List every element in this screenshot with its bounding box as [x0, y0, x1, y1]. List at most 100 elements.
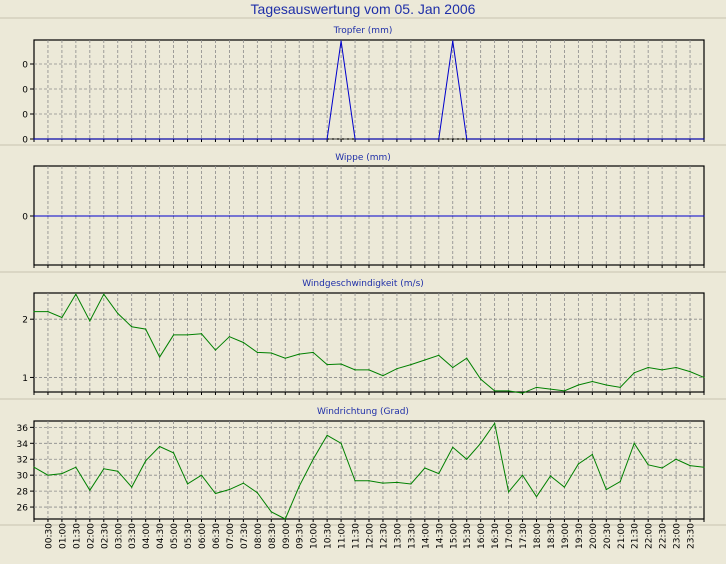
data-point	[228, 215, 231, 217]
x-tick-label: 16:30	[491, 523, 501, 549]
data-point	[396, 368, 398, 370]
data-point	[689, 215, 691, 217]
data-point	[33, 215, 35, 217]
data-point	[521, 215, 524, 217]
data-point	[340, 215, 342, 217]
x-tick-label: 04:00	[142, 523, 152, 549]
data-point	[368, 138, 370, 140]
data-point	[200, 333, 203, 335]
data-point	[661, 138, 663, 140]
y-tick-label: 32	[17, 456, 28, 466]
data-point	[242, 482, 244, 484]
y-tick-label: 0	[22, 213, 28, 223]
data-point	[145, 460, 147, 462]
x-tick-label: 09:00	[282, 523, 292, 549]
data-point	[424, 359, 426, 361]
data-point	[633, 372, 635, 374]
data-point	[591, 453, 593, 456]
data-point	[563, 486, 566, 488]
x-tick-label: 18:30	[547, 523, 557, 549]
data-point	[312, 215, 314, 217]
data-point	[410, 138, 412, 140]
data-point	[410, 483, 412, 485]
data-point	[354, 369, 356, 371]
x-tick-label: 11:00	[338, 523, 348, 549]
x-tick-label: 03:30	[128, 523, 138, 549]
x-tick-label: 12:30	[379, 523, 389, 549]
data-point	[145, 138, 147, 140]
y-tick-label: 34	[17, 440, 29, 450]
y-tick-label: 2	[22, 316, 28, 326]
x-tick-label: 01:00	[58, 523, 68, 549]
data-point	[605, 215, 607, 217]
data-point	[33, 138, 35, 140]
x-tick-label: 20:30	[603, 523, 613, 549]
data-point	[535, 496, 538, 498]
data-point	[117, 312, 119, 314]
data-point	[131, 486, 133, 488]
page-title: Tagesauswertung vom 05. Jan 2006	[250, 1, 476, 17]
data-point	[242, 215, 244, 217]
data-point	[605, 138, 607, 140]
data-point	[480, 378, 482, 380]
x-tick-label: 18:00	[533, 523, 543, 549]
data-point	[256, 215, 258, 217]
x-tick-label: 01:30	[72, 523, 82, 549]
data-point	[480, 442, 482, 444]
data-point	[117, 138, 119, 140]
x-tick-label: 06:00	[198, 523, 208, 549]
data-point	[382, 138, 384, 140]
y-tick-label: 0	[22, 136, 28, 146]
data-point	[75, 293, 77, 295]
data-point	[577, 463, 579, 465]
y-tick-label: 26	[17, 504, 29, 514]
data-point	[368, 369, 370, 371]
data-point	[703, 215, 705, 217]
data-point	[284, 518, 286, 520]
y-tick-label: 0	[22, 61, 28, 71]
x-tick-label: 06:30	[212, 523, 222, 549]
x-tick-label: 19:30	[575, 523, 585, 549]
data-point	[577, 384, 579, 386]
data-point	[354, 215, 356, 217]
data-point	[577, 138, 579, 140]
data-point	[47, 138, 49, 140]
data-point	[647, 138, 649, 140]
data-point	[75, 466, 77, 468]
x-tick-label: 16:00	[477, 523, 487, 549]
data-point	[438, 215, 440, 217]
data-point	[577, 215, 579, 217]
data-point	[647, 215, 649, 217]
data-point	[507, 390, 510, 392]
data-point	[89, 489, 91, 491]
x-tick-label: 07:30	[240, 523, 250, 549]
x-tick-label: 17:30	[519, 523, 529, 549]
data-point	[382, 215, 384, 217]
data-point	[103, 293, 105, 295]
data-point	[270, 511, 272, 513]
data-point	[480, 215, 482, 217]
data-point	[270, 215, 272, 217]
data-point	[675, 138, 677, 140]
data-point	[354, 480, 356, 482]
data-point	[466, 357, 468, 359]
data-point	[89, 320, 91, 322]
x-tick-label: 23:00	[673, 523, 683, 549]
data-point	[326, 364, 328, 366]
data-point	[103, 138, 105, 140]
data-point	[200, 215, 203, 217]
data-point	[61, 472, 63, 475]
x-tick-label: 04:30	[156, 523, 166, 549]
data-point	[661, 369, 663, 371]
x-tick-label: 07:00	[226, 523, 236, 549]
data-point	[689, 138, 691, 140]
x-tick-label: 11:30	[352, 523, 362, 549]
data-point	[145, 215, 147, 217]
data-point	[256, 351, 258, 353]
data-point	[703, 466, 705, 468]
data-point	[410, 215, 412, 217]
panel-title-wippe: Wippe (mm)	[335, 153, 391, 163]
x-tick-label: 21:00	[617, 523, 627, 549]
data-point	[242, 138, 244, 140]
data-point	[89, 138, 91, 140]
